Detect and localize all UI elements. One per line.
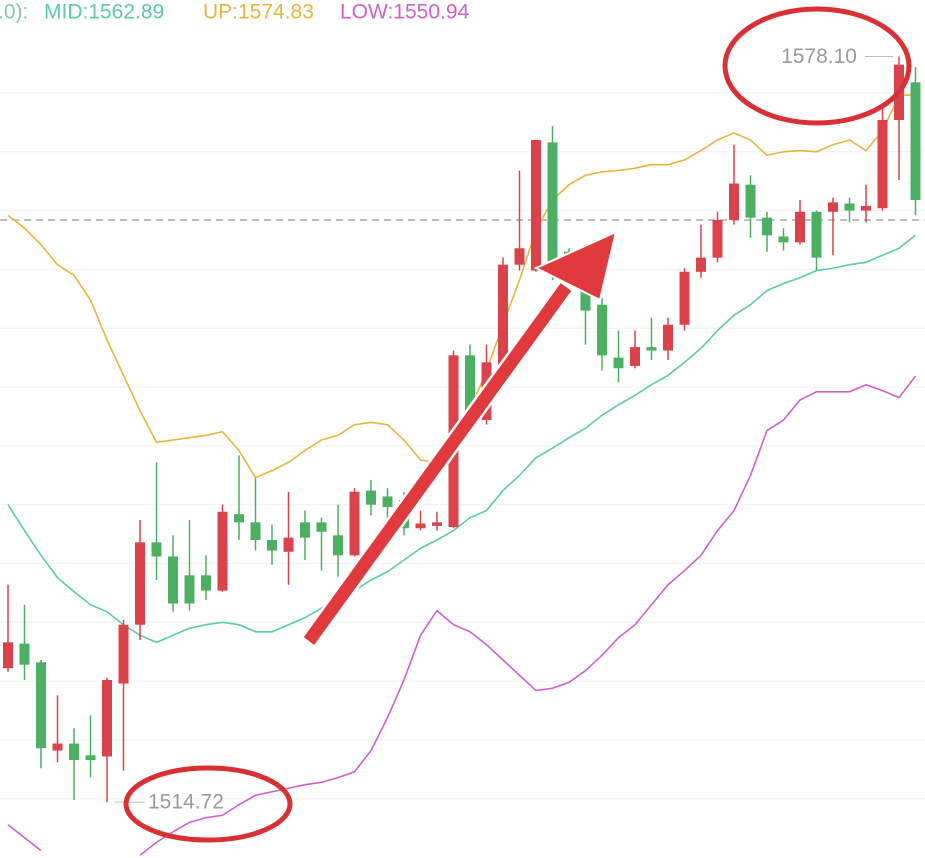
candle-body bbox=[52, 743, 63, 751]
candle-body bbox=[877, 120, 888, 209]
candle-body bbox=[201, 575, 211, 591]
candle-body bbox=[613, 357, 624, 369]
candle-body bbox=[366, 490, 376, 505]
arrow-shaft bbox=[303, 283, 572, 645]
labels: 1578.10 1514.72 bbox=[115, 45, 893, 814]
legend-entry: LOW:1550.94 bbox=[340, 1, 470, 24]
candle-body bbox=[151, 542, 162, 557]
band-line bbox=[139, 375, 917, 856]
candle-body bbox=[85, 755, 96, 760]
high-label: 1578.10 bbox=[781, 45, 857, 68]
candle-body bbox=[36, 662, 46, 749]
candle-body bbox=[349, 491, 360, 556]
legend-entry: UP:1574.83 bbox=[203, 1, 314, 24]
band-line bbox=[7, 234, 916, 644]
candles bbox=[3, 56, 921, 803]
candle-body bbox=[432, 522, 442, 526]
legend-prefix: .0): bbox=[0, 1, 28, 24]
candle-body bbox=[861, 205, 871, 211]
candle-body bbox=[729, 183, 739, 220]
highlight-ellipse bbox=[123, 765, 293, 843]
candle-body bbox=[547, 142, 558, 265]
candle-body bbox=[465, 355, 475, 411]
candle-body bbox=[498, 264, 508, 371]
candle-body bbox=[102, 680, 112, 757]
candle-body bbox=[69, 743, 79, 760]
candle-body bbox=[646, 347, 657, 351]
highlight-ellipse bbox=[722, 6, 912, 126]
candle-body bbox=[118, 624, 129, 684]
candle-body bbox=[597, 304, 607, 356]
candle-body bbox=[679, 271, 690, 325]
candle-body bbox=[135, 542, 145, 625]
candle-body bbox=[795, 211, 805, 243]
candle-body bbox=[762, 217, 772, 236]
legend-entry: MID:1562.89 bbox=[44, 1, 164, 24]
candle-body bbox=[267, 540, 277, 551]
candle-body bbox=[184, 575, 195, 604]
candle-body bbox=[217, 511, 228, 591]
candle-body bbox=[828, 202, 838, 212]
candle-body bbox=[910, 82, 921, 200]
candle-body bbox=[531, 140, 541, 271]
candle-body bbox=[300, 522, 310, 538]
arrow-head bbox=[533, 230, 618, 302]
candle-body bbox=[250, 522, 261, 540]
band-line bbox=[7, 824, 42, 852]
candle-body bbox=[580, 290, 591, 311]
candle-body bbox=[234, 514, 244, 523]
annotation-arrow bbox=[301, 230, 618, 647]
low-label: 1514.72 bbox=[148, 791, 224, 814]
candle-body bbox=[316, 522, 327, 532]
candle-body bbox=[283, 537, 294, 552]
candle-body bbox=[514, 248, 525, 265]
candle-body bbox=[415, 523, 426, 529]
candle-body bbox=[663, 324, 673, 351]
candle-body bbox=[696, 257, 706, 272]
candle-body bbox=[333, 535, 343, 556]
candle-body bbox=[630, 347, 640, 366]
candle-body bbox=[382, 496, 393, 508]
candle-body bbox=[712, 220, 723, 258]
candle-body bbox=[3, 642, 13, 669]
candle-body bbox=[745, 184, 756, 218]
candle-body bbox=[19, 643, 30, 665]
legend: .0): MID:1562.89 UP:1574.83 LOW:1550.94 bbox=[0, 1, 470, 24]
candle-body bbox=[168, 556, 178, 604]
candle-body bbox=[844, 203, 855, 211]
candle-body bbox=[778, 236, 789, 243]
candle-body bbox=[811, 211, 822, 258]
